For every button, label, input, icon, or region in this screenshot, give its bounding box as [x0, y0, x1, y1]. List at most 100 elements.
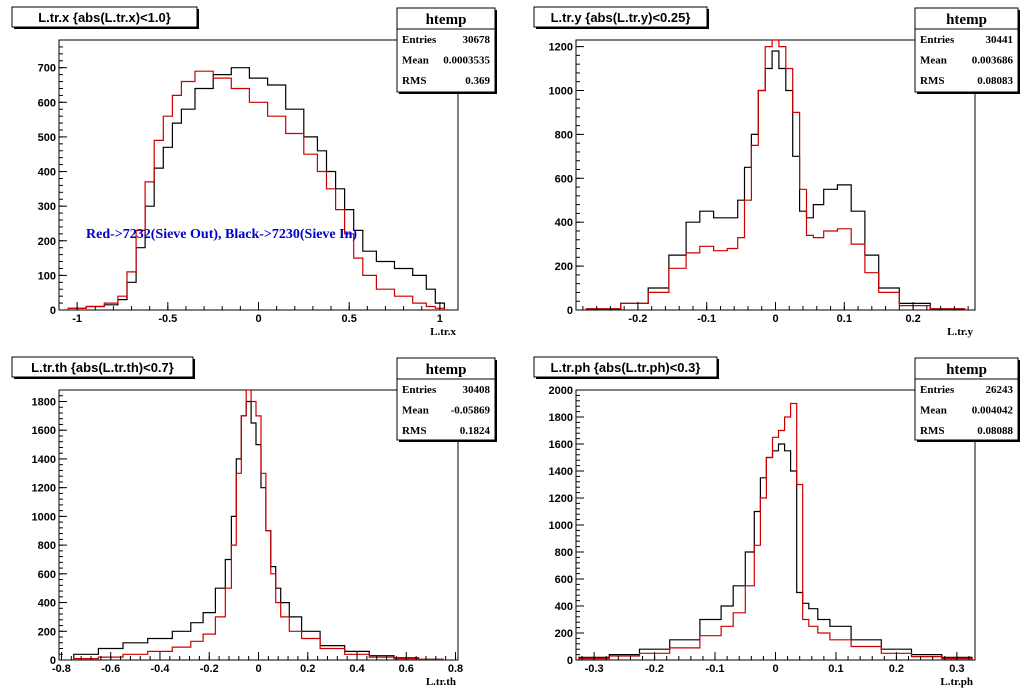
y-tick-label: 800 — [555, 547, 573, 559]
y-tick-label: 1000 — [549, 520, 573, 532]
chart-title: L.tr.th {abs(L.tr.th)<0.7} — [31, 360, 174, 375]
stats-label: Entries — [402, 34, 437, 46]
y-tick-label: 600 — [555, 574, 573, 586]
x-tick-label: -0.5 — [158, 313, 177, 325]
stats-box — [396, 357, 496, 441]
y-tick-label: 800 — [38, 540, 56, 552]
x-tick-label: -0.2 — [200, 663, 219, 675]
stats-label: Mean — [402, 405, 429, 417]
stats-label: RMS — [920, 425, 944, 437]
x-tick-label: -0.1 — [697, 313, 716, 325]
y-tick-label: 400 — [555, 217, 573, 229]
x-tick-label: -0.3 — [585, 663, 604, 675]
x-axis-label: L.tr.th — [426, 676, 456, 688]
y-tick-label: 1200 — [32, 483, 56, 495]
stats-value: 30678 — [463, 34, 491, 46]
legend-annotation: Red->7232(Sieve Out), Black->7230(Sieve … — [86, 227, 357, 242]
x-tick-label: 0.8 — [448, 663, 463, 675]
y-tick-label: 200 — [555, 261, 573, 273]
stats-box — [914, 7, 1019, 93]
y-tick-label: 1600 — [549, 439, 573, 451]
histogram-panel-1: -1 -0.5 0 0.5 1 0 100 200 300 400 500 600 700 L.tr.x L… — [11, 6, 497, 338]
y-tick-label: 100 — [38, 270, 56, 282]
stats-label: RMS — [920, 75, 944, 87]
stats-label: RMS — [402, 75, 426, 87]
chart-title: L.tr.x {abs(L.tr.x)<1.0} — [38, 10, 171, 25]
stats-label: RMS — [402, 425, 426, 437]
stats-value: 0.004042 — [972, 405, 1014, 417]
y-tick-label: 800 — [555, 129, 573, 141]
x-tick-label: 0.3 — [949, 663, 964, 675]
y-tick-label: 600 — [38, 97, 56, 109]
stats-name: htemp — [426, 12, 467, 28]
x-tick-label: 0.4 — [349, 663, 365, 675]
histogram-series-sieve_in — [73, 400, 444, 660]
x-tick-label: 0.1 — [837, 313, 852, 325]
histogram-series-sieve_out — [73, 389, 444, 660]
x-tick-label: -0.8 — [52, 663, 71, 675]
stats-value: 0.0003535 — [443, 55, 490, 67]
stats-value: -0.05869 — [451, 405, 491, 417]
y-tick-label: 1000 — [549, 85, 573, 97]
x-tick-label: 0.2 — [300, 663, 315, 675]
stats-value: 0.369 — [465, 75, 490, 87]
y-tick-label: 1400 — [549, 466, 573, 478]
stats-name: htemp — [426, 362, 467, 378]
x-tick-label: 0.5 — [342, 313, 357, 325]
y-tick-label: 0 — [50, 655, 56, 667]
histogram-series-sieve_out — [585, 39, 966, 310]
stats-value: 0.08088 — [977, 425, 1013, 437]
title-box — [11, 6, 198, 28]
stats-label: Mean — [920, 55, 947, 67]
x-axis-label: L.tr.ph — [940, 676, 973, 688]
y-tick-label: 0 — [50, 305, 56, 317]
y-tick-label: 300 — [38, 201, 56, 213]
stats-value: 0.003686 — [972, 55, 1014, 67]
x-tick-label: 0 — [255, 313, 261, 325]
x-tick-label: 0.1 — [828, 663, 843, 675]
title-box — [11, 356, 194, 378]
x-tick-label: -0.1 — [706, 663, 725, 675]
y-tick-label: 600 — [555, 173, 573, 185]
chart-title: L.tr.ph {abs(L.tr.ph)<0.3} — [551, 360, 701, 375]
y-tick-label: 0 — [567, 655, 573, 667]
x-tick-label: 1 — [437, 313, 443, 325]
x-tick-label: 0.2 — [905, 313, 920, 325]
stats-value: 30441 — [986, 34, 1014, 46]
y-tick-label: 1800 — [32, 396, 56, 408]
stats-label: Mean — [920, 405, 947, 417]
histogram-panel-2: -0.2 -0.1 0 0.1 0.2 0 200 400 600 800 1000 1200 L.tr… — [533, 6, 1020, 338]
y-tick-label: 200 — [38, 236, 56, 248]
stats-label: Mean — [402, 55, 429, 67]
histogram-series-sieve_in — [578, 443, 973, 660]
x-tick-label: -0.6 — [101, 663, 120, 675]
histogram-series-sieve_out — [67, 70, 445, 310]
y-tick-label: 1200 — [549, 493, 573, 505]
y-tick-label: 200 — [555, 628, 573, 640]
y-tick-label: 200 — [38, 626, 56, 638]
y-tick-label: 700 — [38, 63, 56, 75]
stats-label: Entries — [920, 384, 955, 396]
x-tick-label: -0.2 — [645, 663, 664, 675]
stats-box — [396, 7, 496, 93]
stats-box — [914, 357, 1019, 441]
y-tick-label: 1800 — [549, 412, 573, 424]
x-tick-label: 0 — [772, 313, 778, 325]
y-tick-label: 400 — [555, 601, 573, 613]
y-tick-label: 1000 — [32, 511, 56, 523]
x-tick-label: 0.6 — [399, 663, 414, 675]
stats-value: 0.1824 — [460, 425, 491, 437]
x-tick-label: -1 — [72, 313, 82, 325]
histogram-series-sieve_out — [578, 402, 973, 660]
x-tick-label: -0.2 — [628, 313, 647, 325]
y-tick-label: 400 — [38, 598, 56, 610]
stats-name: htemp — [946, 362, 987, 378]
y-tick-label: 1600 — [32, 425, 56, 437]
stats-value: 0.08083 — [977, 75, 1013, 87]
chart-title: L.tr.y {abs(L.tr.y)<0.25} — [551, 10, 691, 25]
y-tick-label: 1200 — [549, 42, 573, 54]
x-axis-label: L.tr.y — [947, 326, 973, 338]
x-axis-label: L.tr.x — [430, 326, 456, 338]
stats-value: 26243 — [986, 384, 1014, 396]
y-tick-label: 0 — [567, 305, 573, 317]
